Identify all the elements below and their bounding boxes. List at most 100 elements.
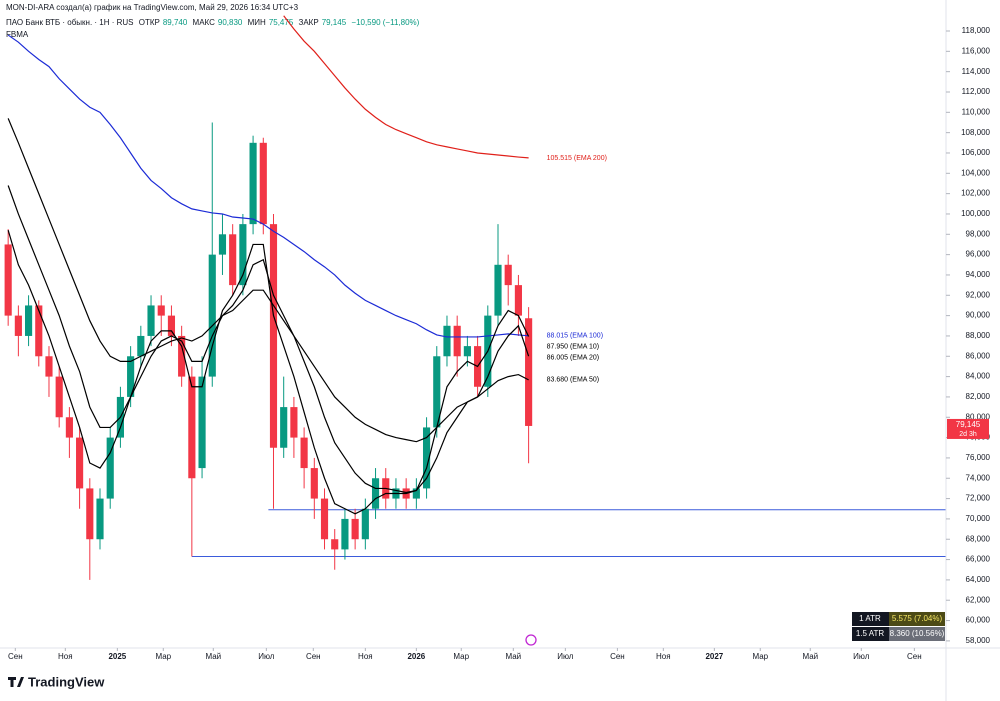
candle-body xyxy=(259,142,267,225)
atr-label: 1 ATR xyxy=(859,614,881,623)
candle-body xyxy=(290,407,298,438)
atr-value-bg xyxy=(889,627,945,641)
candle-body xyxy=(341,518,349,550)
y-tick-label: 92,000 xyxy=(966,290,991,299)
candle-body xyxy=(443,325,451,357)
y-tick-label: 58,000 xyxy=(966,636,991,645)
y-tick-label: 94,000 xyxy=(966,270,991,279)
y-tick-label: 66,000 xyxy=(966,555,991,564)
candle-body xyxy=(453,325,461,357)
y-tick-label: 96,000 xyxy=(966,250,991,259)
label: ОТКР xyxy=(138,18,160,27)
event-icon[interactable] xyxy=(525,634,537,646)
change: −10,590 (−11,80%) xyxy=(351,18,420,27)
candle-body xyxy=(86,488,94,540)
ema-line xyxy=(283,15,529,159)
y-tick-label: 116,000 xyxy=(962,46,991,55)
ema-line xyxy=(7,118,529,443)
candle-body xyxy=(14,315,22,336)
x-tick-label: Мар xyxy=(752,652,768,661)
atr-value: 5.575 (7.04%) xyxy=(892,614,943,623)
candle-body xyxy=(351,518,359,540)
y-tick-label: 68,000 xyxy=(966,534,991,543)
x-tick-label: Мар xyxy=(453,652,469,661)
legend: ПАО Банк ВТБ · обыкн. · 1Н · RUS ОТКР 89,… xyxy=(6,18,422,27)
y-tick-label: 98,000 xyxy=(966,229,991,238)
candle-body xyxy=(331,539,339,550)
indicator: FBMA xyxy=(6,30,29,39)
y-tick-label: 118,000 xyxy=(962,26,991,35)
symbol: ПАО Банк ВТБ · обыкн. · 1Н · RUS xyxy=(6,18,134,27)
value: 79,145 xyxy=(321,18,347,27)
y-tick-label: 86,000 xyxy=(966,351,991,360)
candle-body xyxy=(494,264,502,316)
x-tick-label: Май xyxy=(505,652,521,661)
y-tick-label: 64,000 xyxy=(966,575,991,584)
atr-value-bg xyxy=(889,612,945,626)
candle-body xyxy=(269,224,278,448)
ema-label: 88.015 (EMA 100) xyxy=(547,333,603,340)
atr-label-bg xyxy=(852,627,889,641)
y-tick-label: 84,000 xyxy=(966,372,991,381)
candle-body xyxy=(433,356,441,428)
ema-label: 105.515 (EMA 200) xyxy=(547,155,607,162)
x-tick-label: Сен xyxy=(907,652,922,661)
candle-body xyxy=(514,285,522,316)
x-tick-label: Июл xyxy=(258,652,275,661)
label: МИН xyxy=(247,18,266,27)
x-tick-label: 2025 xyxy=(108,652,126,661)
y-tick-label: 62,000 xyxy=(966,595,991,604)
price-box xyxy=(947,418,989,439)
candle-body xyxy=(463,346,471,357)
candle-body xyxy=(371,478,380,509)
candle-body xyxy=(147,305,155,336)
candle-body xyxy=(25,305,33,336)
candle-body xyxy=(137,335,145,357)
ema-line xyxy=(7,230,530,515)
candle-body xyxy=(198,376,206,469)
x-tick-label: 2026 xyxy=(407,652,425,661)
atr-label: 1.5 ATR xyxy=(856,629,885,638)
y-tick-label: 110,000 xyxy=(962,107,991,116)
y-tick-label: 104,000 xyxy=(961,168,990,177)
candle-body xyxy=(218,234,227,255)
y-tick-label: 100,000 xyxy=(961,209,990,218)
countdown: 2d 3h xyxy=(959,431,977,438)
y-tick-label: 60,000 xyxy=(966,616,991,625)
y-tick-label: 80,000 xyxy=(966,412,991,421)
candle-body xyxy=(320,498,329,540)
candle-body xyxy=(249,142,257,225)
candle-body xyxy=(239,224,247,286)
y-tick-label: 76,000 xyxy=(966,453,991,462)
ema-label: 86.005 (EMA 20) xyxy=(547,355,600,362)
candle-body xyxy=(167,315,176,336)
x-tick-label: Май xyxy=(802,652,818,661)
value: 90,830 xyxy=(217,18,243,27)
x-tick-label: Сен xyxy=(306,652,321,661)
y-tick-label: 112,000 xyxy=(962,87,991,96)
x-tick-label: Ноя xyxy=(58,652,73,661)
candle-body xyxy=(35,305,43,357)
x-tick-label: Сен xyxy=(8,652,23,661)
value: 89,740 xyxy=(162,18,188,27)
candle-body xyxy=(188,376,196,479)
x-tick-label: Ноя xyxy=(358,652,373,661)
candle-body xyxy=(412,488,420,499)
y-tick-label: 72,000 xyxy=(966,494,991,503)
x-tick-label: Мар xyxy=(155,652,171,661)
label: МАКС xyxy=(192,18,215,27)
y-tick-label: 102,000 xyxy=(961,189,990,198)
candle-body xyxy=(361,508,369,540)
candle-body xyxy=(96,498,104,540)
label: ЗАКР xyxy=(298,18,319,27)
candle-body xyxy=(76,437,84,489)
x-tick-label: Сен xyxy=(610,652,625,661)
candle-body xyxy=(55,376,63,418)
y-tick-label: 108,000 xyxy=(961,128,990,137)
x-tick-label: Июл xyxy=(853,652,870,661)
candle-body xyxy=(157,305,165,316)
candle-body xyxy=(525,318,533,426)
candle-body xyxy=(504,264,512,286)
